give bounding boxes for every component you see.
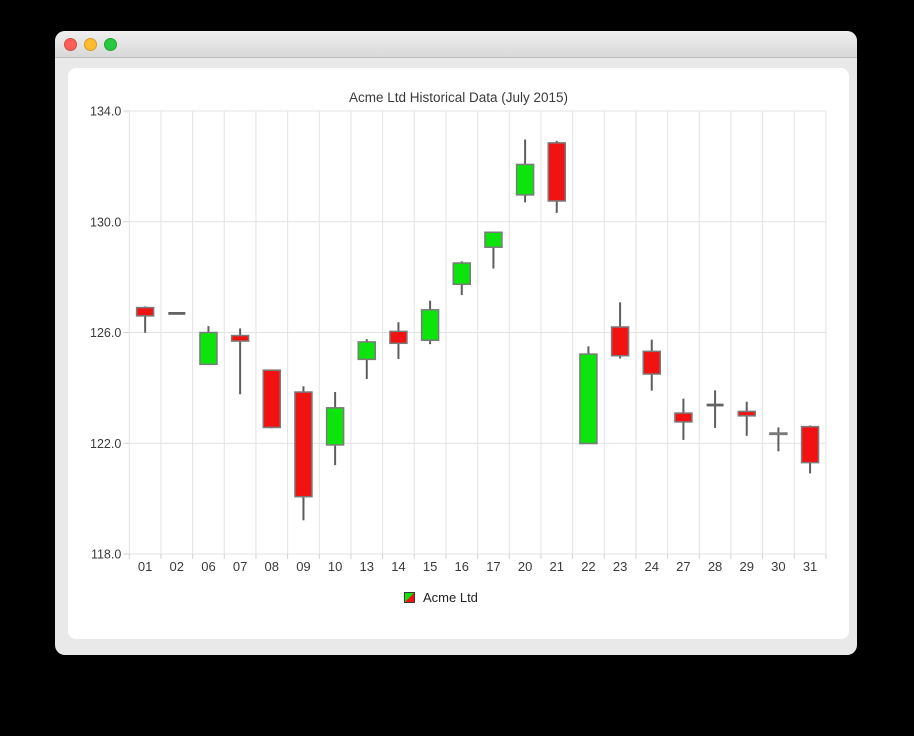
x-tick-label: 22: [581, 559, 595, 574]
candle-20-body: [515, 163, 535, 196]
candle-13-body: [357, 341, 377, 361]
candle-22-body: [579, 353, 598, 445]
x-tick-label: 20: [518, 559, 532, 574]
x-tick-label: 08: [265, 559, 279, 574]
app-window: Acme Ltd Historical Data (July 2015) 134…: [55, 31, 857, 655]
legend-candlestick-icon: [404, 591, 415, 603]
x-tick-label: 31: [803, 559, 817, 574]
x-tick-label: 15: [423, 559, 437, 574]
x-tick-label: 30: [771, 559, 785, 574]
x-tick-label: 07: [233, 559, 247, 574]
x-tick-label: 27: [676, 559, 690, 574]
chart-panel: Acme Ltd Historical Data (July 2015) 134…: [68, 68, 849, 639]
window-titlebar[interactable]: [55, 31, 857, 58]
candle-30-body: [769, 432, 788, 436]
candle-01-body: [135, 306, 155, 317]
candle-09-body: [294, 391, 313, 498]
x-tick-label: 23: [613, 559, 627, 574]
x-tick-label: 16: [455, 559, 469, 574]
y-tick-label: 122.0: [90, 437, 121, 451]
candle-08-body: [262, 369, 282, 429]
window-controls: [64, 38, 117, 51]
x-tick-label: 17: [486, 559, 500, 574]
y-tick-label: 118.0: [91, 548, 121, 562]
candle-31-body: [800, 425, 820, 464]
x-tick-label: 21: [550, 559, 564, 574]
chart-title: Acme Ltd Historical Data (July 2015): [348, 90, 569, 105]
chart-legend: Acme Ltd: [404, 589, 478, 605]
candle-28-body: [706, 403, 724, 407]
candle-07-body: [230, 334, 250, 342]
close-button[interactable]: [64, 38, 77, 51]
x-tick-label: 24: [645, 559, 659, 574]
candle-02-body: [168, 311, 186, 315]
x-tick-label: 29: [740, 559, 754, 574]
candle-24-body: [642, 350, 661, 375]
y-tick-label: 130.0: [90, 215, 121, 229]
candle-10-body: [325, 407, 345, 446]
candle-23-body: [610, 326, 630, 357]
x-tick-label: 14: [391, 559, 405, 574]
y-tick-label: 126.0: [90, 326, 121, 340]
y-tick-label: 134.0: [90, 105, 121, 119]
legend-series-label: Acme Ltd: [423, 589, 478, 605]
candle-17-body: [484, 231, 503, 248]
candle-29-body: [737, 410, 756, 417]
x-tick-label: 02: [170, 559, 184, 574]
x-tick-label: 06: [201, 559, 215, 574]
candle-06-body: [199, 331, 218, 366]
x-tick-label: 09: [296, 559, 310, 574]
candle-21-body: [547, 142, 567, 202]
candle-15-body: [420, 309, 440, 342]
candle-16-body: [452, 262, 472, 286]
zoom-button[interactable]: [104, 38, 117, 51]
candle-14-body: [389, 330, 408, 345]
minimize-button[interactable]: [84, 38, 97, 51]
x-tick-label: 28: [708, 559, 722, 574]
x-tick-label: 13: [360, 559, 374, 574]
x-tick-label: 10: [328, 559, 342, 574]
candle-27-body: [674, 412, 693, 423]
candlestick-chart: 134.0 130.0 126.0 122.0 118.0 01 02 06 07 08 09 10 1…: [90, 105, 827, 574]
x-tick-label: 01: [138, 559, 152, 574]
